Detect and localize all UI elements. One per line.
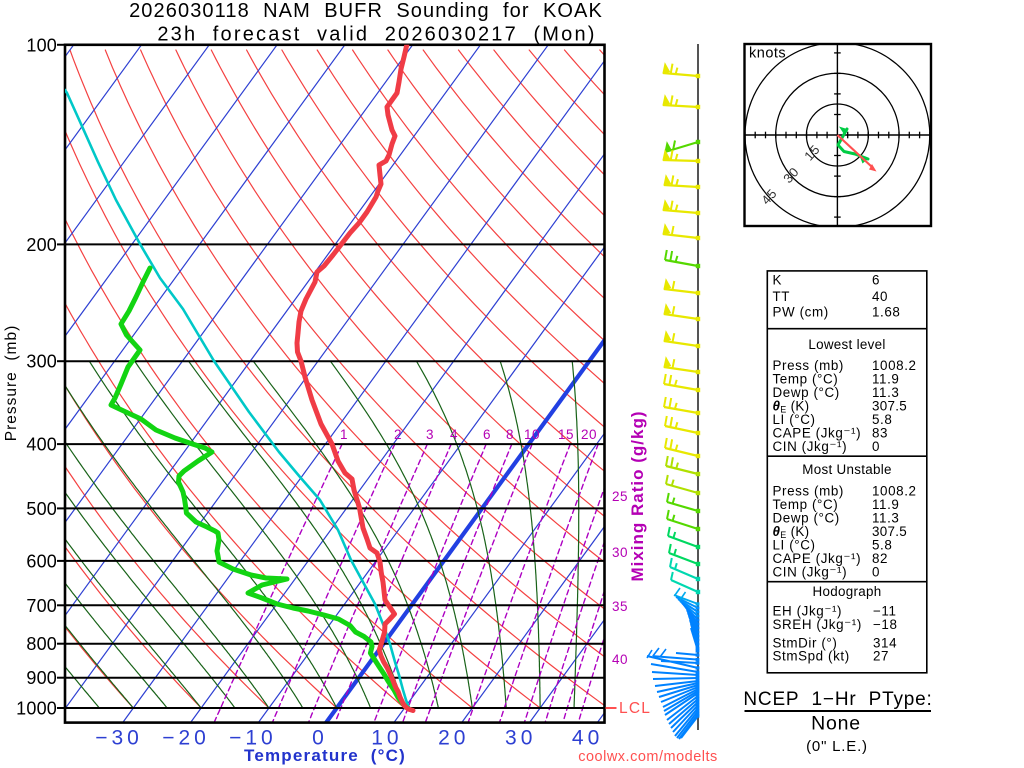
svg-text:Dewp (°C): Dewp (°C) bbox=[773, 511, 840, 526]
svg-text:LI (°C): LI (°C) bbox=[773, 412, 816, 427]
svg-text:11.9: 11.9 bbox=[872, 497, 899, 512]
svg-text:Temperature (°C): Temperature (°C) bbox=[244, 746, 406, 765]
svg-text:400: 400 bbox=[26, 435, 57, 455]
svg-text:314: 314 bbox=[873, 636, 897, 651]
svg-text:27: 27 bbox=[873, 649, 889, 664]
svg-text:Temp (°C): Temp (°C) bbox=[773, 497, 839, 512]
svg-text:Hodograph: Hodograph bbox=[813, 584, 882, 599]
svg-text:2: 2 bbox=[394, 427, 402, 442]
svg-text:30: 30 bbox=[505, 727, 536, 750]
svg-text:coolwx.com/modelts: coolwx.com/modelts bbox=[578, 749, 718, 765]
svg-text:0: 0 bbox=[312, 727, 328, 750]
svg-text:4: 4 bbox=[450, 427, 458, 442]
svg-text:CAPE (Jkg⁻¹): CAPE (Jkg⁻¹) bbox=[773, 551, 862, 566]
svg-text:10: 10 bbox=[371, 727, 402, 750]
svg-text:CAPE (Jkg⁻¹): CAPE (Jkg⁻¹) bbox=[773, 426, 862, 441]
svg-text:800: 800 bbox=[26, 634, 57, 654]
svg-text:θE (K): θE (K) bbox=[773, 524, 810, 540]
svg-text:40: 40 bbox=[612, 652, 628, 667]
svg-text:3: 3 bbox=[426, 427, 434, 442]
svg-text:5.8: 5.8 bbox=[872, 412, 892, 427]
svg-text:8: 8 bbox=[506, 427, 514, 442]
svg-text:500: 500 bbox=[26, 499, 57, 519]
svg-text:None: None bbox=[811, 713, 861, 735]
svg-text:NCEP 1−Hr PType:: NCEP 1−Hr PType: bbox=[743, 689, 932, 710]
svg-text:Mixing Ratio (g/kg): Mixing Ratio (g/kg) bbox=[628, 410, 647, 581]
svg-text:307.5: 307.5 bbox=[872, 524, 907, 539]
svg-text:0: 0 bbox=[872, 439, 880, 454]
svg-text:CIN (Jkg⁻¹): CIN (Jkg⁻¹) bbox=[773, 439, 848, 454]
svg-text:LCL: LCL bbox=[619, 700, 651, 717]
svg-text:−20: −20 bbox=[162, 727, 210, 750]
svg-text:900: 900 bbox=[26, 668, 57, 688]
svg-text:1008.2: 1008.2 bbox=[872, 358, 917, 373]
svg-text:2026030118 NAM BUFR Soundin: 2026030118 NAM BUFR Sounding for KOAK bbox=[129, 0, 603, 22]
svg-text:11.3: 11.3 bbox=[872, 385, 899, 400]
svg-text:20: 20 bbox=[438, 727, 469, 750]
svg-text:82: 82 bbox=[872, 551, 888, 566]
svg-text:100: 100 bbox=[26, 35, 57, 55]
svg-text:K: K bbox=[773, 273, 783, 288]
svg-text:200: 200 bbox=[26, 235, 57, 255]
svg-text:10: 10 bbox=[524, 427, 540, 442]
svg-text:1: 1 bbox=[340, 427, 348, 442]
svg-text:11.9: 11.9 bbox=[872, 372, 899, 387]
svg-text:35: 35 bbox=[612, 599, 628, 614]
svg-text:25: 25 bbox=[612, 489, 628, 504]
svg-text:307.5: 307.5 bbox=[872, 399, 907, 414]
svg-text:1000: 1000 bbox=[16, 699, 57, 719]
svg-text:Temp (°C): Temp (°C) bbox=[773, 372, 839, 387]
svg-text:1008.2: 1008.2 bbox=[872, 484, 917, 499]
svg-text:knots: knots bbox=[749, 46, 786, 62]
svg-text:CIN (Jkg⁻¹): CIN (Jkg⁻¹) bbox=[773, 565, 848, 580]
svg-text:30: 30 bbox=[612, 545, 628, 560]
svg-text:Lowest level: Lowest level bbox=[808, 337, 885, 352]
svg-text:EH (Jkg⁻¹): EH (Jkg⁻¹) bbox=[773, 604, 843, 619]
svg-text:PW (cm): PW (cm) bbox=[773, 305, 829, 320]
svg-text:StmDir (°): StmDir (°) bbox=[773, 636, 838, 651]
svg-text:300: 300 bbox=[26, 352, 57, 372]
svg-text:23h forecast valid 20260302: 23h forecast valid 2026030217 (Mon) bbox=[157, 24, 596, 46]
svg-text:6: 6 bbox=[483, 427, 491, 442]
svg-text:SREH (Jkg⁻¹): SREH (Jkg⁻¹) bbox=[773, 617, 862, 632]
svg-text:40: 40 bbox=[572, 727, 603, 750]
svg-text:1.68: 1.68 bbox=[872, 305, 900, 320]
svg-text:(0" L.E.): (0" L.E.) bbox=[806, 738, 868, 755]
svg-text:600: 600 bbox=[26, 551, 57, 571]
svg-text:StmSpd (kt): StmSpd (kt) bbox=[773, 649, 850, 664]
svg-text:700: 700 bbox=[26, 596, 57, 616]
svg-text:40: 40 bbox=[872, 289, 888, 304]
svg-text:TT: TT bbox=[773, 289, 791, 304]
svg-text:Press (mb): Press (mb) bbox=[773, 484, 844, 499]
svg-text:Most Unstable: Most Unstable bbox=[802, 462, 892, 477]
svg-text:Press (mb): Press (mb) bbox=[773, 358, 844, 373]
svg-text:Dewp (°C): Dewp (°C) bbox=[773, 385, 840, 400]
svg-text:−30: −30 bbox=[95, 727, 143, 750]
svg-text:6: 6 bbox=[872, 273, 880, 288]
svg-text:11.3: 11.3 bbox=[872, 511, 899, 526]
svg-text:LI (°C): LI (°C) bbox=[773, 538, 816, 553]
svg-text:θE (K): θE (K) bbox=[773, 399, 810, 415]
svg-text:−11: −11 bbox=[873, 604, 897, 619]
svg-text:0: 0 bbox=[872, 565, 880, 580]
svg-text:5.8: 5.8 bbox=[872, 538, 892, 553]
svg-text:−10: −10 bbox=[229, 727, 277, 750]
svg-text:15: 15 bbox=[558, 427, 574, 442]
svg-text:Pressure (mb): Pressure (mb) bbox=[3, 325, 20, 442]
svg-text:83: 83 bbox=[872, 426, 888, 441]
svg-text:20: 20 bbox=[581, 427, 597, 442]
svg-text:−18: −18 bbox=[873, 617, 898, 632]
